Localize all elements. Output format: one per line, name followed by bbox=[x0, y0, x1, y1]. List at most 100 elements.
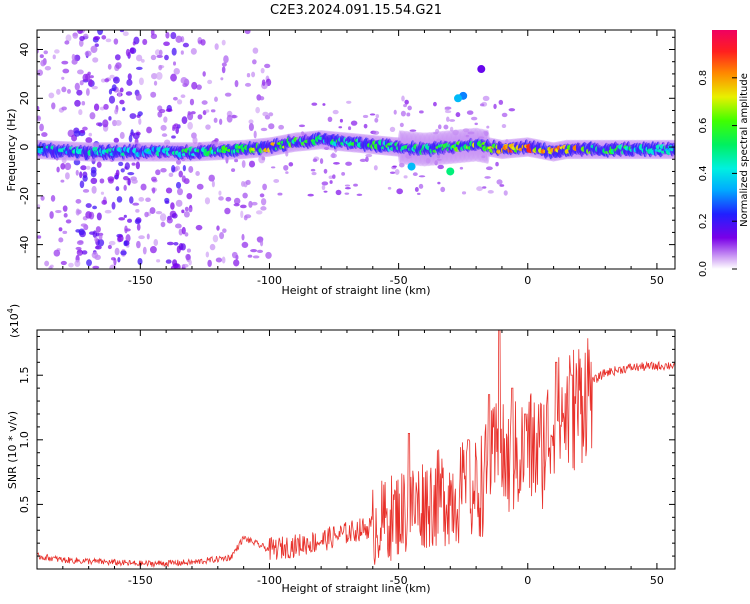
noise-speck bbox=[164, 200, 170, 205]
noise-speck bbox=[129, 196, 134, 204]
noise-speck bbox=[108, 88, 113, 95]
noise-speck bbox=[180, 94, 186, 99]
noise-speck bbox=[156, 54, 163, 58]
y-tick-label: -20 bbox=[18, 187, 31, 205]
noise-speck bbox=[470, 116, 478, 121]
noise-speck bbox=[61, 106, 67, 111]
noise-speck bbox=[40, 195, 45, 201]
noise-speck bbox=[260, 198, 267, 206]
noise-speck bbox=[88, 78, 93, 87]
noise-speck bbox=[310, 168, 316, 172]
noise-speck bbox=[44, 65, 52, 71]
noise-speck bbox=[201, 100, 208, 105]
snr-y-ticks: 0.5 1.0 1.5 bbox=[18, 335, 675, 557]
noise-speck bbox=[65, 172, 70, 180]
noise-speck bbox=[114, 108, 119, 115]
noise-speck bbox=[61, 60, 69, 65]
snr-scale-prefix: (x10 bbox=[8, 313, 21, 338]
noise-speck bbox=[150, 54, 157, 61]
noise-speck bbox=[153, 80, 158, 86]
noise-speck bbox=[241, 233, 245, 241]
noise-speck bbox=[117, 256, 121, 263]
noise-speck bbox=[233, 203, 240, 207]
noise-speck bbox=[363, 123, 368, 129]
snr-scale-close: ) bbox=[8, 304, 21, 308]
noise-speck bbox=[51, 102, 56, 110]
noise-speck bbox=[221, 66, 226, 74]
noise-speck bbox=[223, 55, 229, 64]
noise-speck bbox=[74, 259, 81, 268]
noise-speck bbox=[373, 165, 378, 171]
noise-speck bbox=[173, 61, 177, 66]
noise-speck bbox=[246, 73, 251, 78]
noise-speck bbox=[496, 179, 503, 185]
noise-speck bbox=[54, 49, 60, 54]
noise-speck bbox=[501, 124, 507, 129]
noise-speck bbox=[283, 164, 289, 171]
noise-speck bbox=[135, 93, 142, 101]
noise-speck bbox=[164, 54, 169, 61]
noise-speck bbox=[218, 196, 224, 201]
noise-speck bbox=[123, 184, 127, 191]
noise-speck bbox=[338, 126, 343, 129]
colorbar-gradient bbox=[712, 30, 737, 269]
noise-speck bbox=[245, 179, 251, 185]
noise-speck bbox=[149, 246, 157, 254]
noise-speck bbox=[56, 166, 60, 173]
noise-speck bbox=[437, 164, 444, 170]
noise-speck bbox=[145, 197, 151, 202]
noise-speck bbox=[75, 199, 82, 204]
noise-speck bbox=[240, 204, 247, 209]
noise-speck bbox=[332, 174, 336, 179]
noise-speck bbox=[113, 38, 119, 45]
noise-speck bbox=[171, 213, 178, 219]
y-tick-label: -40 bbox=[18, 236, 31, 254]
noise-speck bbox=[197, 114, 203, 120]
noise-speck bbox=[85, 211, 92, 219]
noise-speck bbox=[119, 131, 125, 139]
noise-speck bbox=[174, 123, 179, 127]
noise-speck bbox=[418, 183, 424, 189]
noise-speck bbox=[92, 57, 99, 63]
y-tick-label: 0 bbox=[18, 144, 31, 151]
noise-speck bbox=[76, 249, 84, 256]
noise-speck bbox=[91, 251, 99, 259]
noise-speck bbox=[204, 197, 211, 205]
x-tick-label: -150 bbox=[128, 574, 153, 587]
noise-speck bbox=[58, 227, 63, 232]
noise-speck bbox=[171, 135, 176, 139]
noise-speck bbox=[182, 164, 186, 172]
noise-speck bbox=[207, 79, 213, 85]
noise-speck bbox=[140, 183, 147, 191]
noise-speck bbox=[440, 186, 446, 193]
noise-speck bbox=[248, 160, 256, 168]
noise-speck bbox=[356, 193, 363, 196]
noise-speck bbox=[85, 137, 93, 144]
noise-speck bbox=[215, 257, 223, 263]
noise-speck bbox=[321, 184, 326, 191]
noise-speck bbox=[374, 117, 379, 123]
noise-speck bbox=[151, 176, 157, 182]
noise-speck bbox=[113, 137, 120, 143]
noise-speck bbox=[137, 258, 143, 266]
noise-speck bbox=[74, 82, 80, 91]
noise-speck bbox=[455, 112, 461, 118]
x-tick-label: -100 bbox=[257, 274, 282, 287]
noise-speck bbox=[151, 73, 158, 80]
noise-speck bbox=[37, 204, 41, 209]
noise-speck bbox=[150, 91, 157, 98]
noise-speck bbox=[165, 259, 172, 264]
noise-speck bbox=[416, 192, 421, 195]
noise-speck bbox=[80, 165, 87, 171]
noise-speck bbox=[362, 114, 369, 119]
noise-speck bbox=[95, 232, 100, 237]
noise-speck bbox=[39, 54, 44, 59]
noise-speck bbox=[323, 190, 328, 193]
noise-speck bbox=[234, 158, 239, 163]
noise-speck bbox=[104, 78, 110, 83]
noise-speck bbox=[127, 218, 133, 223]
noise-speck bbox=[508, 108, 516, 112]
figure-title: C2E3.2024.091.15.54.G21 bbox=[270, 3, 442, 18]
noise-speck bbox=[61, 76, 65, 80]
noise-speck bbox=[219, 232, 225, 240]
